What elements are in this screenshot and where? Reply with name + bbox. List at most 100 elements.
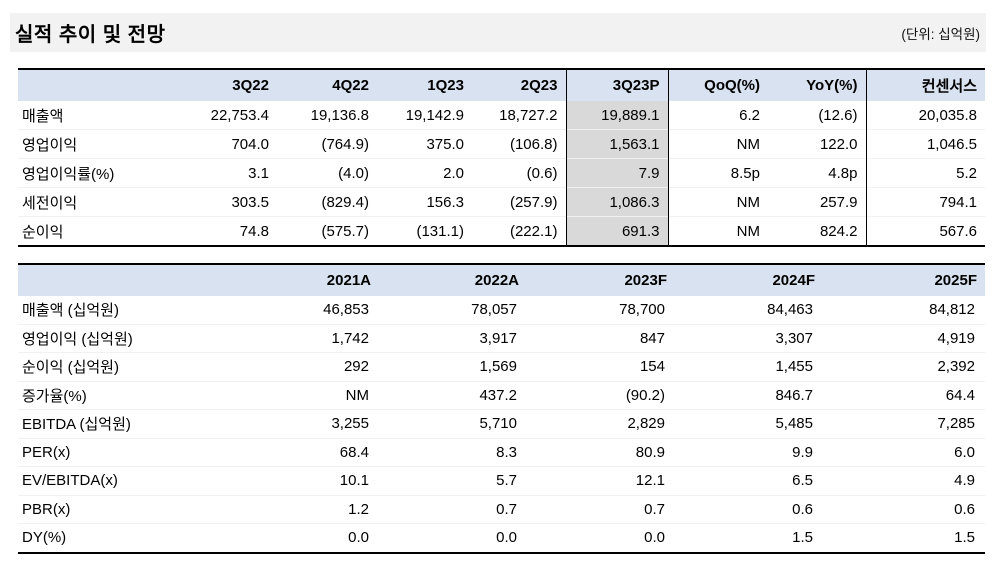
annual-header-row: 2021A 2022A 2023F 2024F 2025F xyxy=(18,264,985,296)
table-cell: 8.3 xyxy=(379,437,527,467)
table-cell: 9.9 xyxy=(675,437,823,467)
table-cell: 0.0 xyxy=(379,523,527,553)
quarterly-header-row: 3Q22 4Q22 1Q23 2Q23 3Q23P QoQ(%) YoY(%) 컨센서스 xyxy=(18,69,985,101)
column-header: 2022A xyxy=(379,264,527,296)
table-cell: 0.7 xyxy=(379,494,527,524)
table-cell: 6.5 xyxy=(675,466,823,495)
column-header: YoY(%) xyxy=(768,69,866,101)
table-cell: 18,727.2 xyxy=(499,106,558,124)
table-cell: 5.2 xyxy=(865,158,985,188)
table-cell: 437.2 xyxy=(379,380,527,410)
row-label: DY(%) xyxy=(18,523,225,553)
table-cell: 794.1 xyxy=(865,187,985,217)
corner-cell xyxy=(18,264,225,296)
column-header: 컨센서스 xyxy=(865,69,985,101)
table-cell: 1,455 xyxy=(675,352,823,381)
table-cell: 7.9 xyxy=(565,158,668,188)
table-row: DY(%) 0.0 0.0 0.0 1.5 1.5 xyxy=(18,523,985,553)
table-cell: 154 xyxy=(527,352,675,381)
table-cell: 8.5p xyxy=(667,158,768,188)
table-cell: (829.4) xyxy=(277,187,377,217)
table-cell: 1,742 xyxy=(225,323,379,353)
table-cell: 6.2 xyxy=(667,101,768,130)
corner-cell xyxy=(18,69,168,101)
table-cell: (222.1) xyxy=(472,216,566,246)
table-cell: NM xyxy=(667,187,768,217)
table-row: EV/EBITDA(x) 10.1 5.7 12.1 6.5 4.9 xyxy=(18,466,985,495)
table-cell: 6.0 xyxy=(823,437,985,467)
table-cell: 84,812 xyxy=(929,301,975,319)
row-label: EBITDA (십억원) xyxy=(18,409,225,438)
column-header: 2Q23 xyxy=(472,69,566,101)
table-cell: 1,563.1 xyxy=(565,129,668,159)
table-cell: 303.5 xyxy=(168,187,277,217)
table-cell: 567.6 xyxy=(865,216,985,246)
column-header: QoQ(%) xyxy=(667,69,768,101)
table-cell: 2.0 xyxy=(377,158,472,188)
table-cell: 3,307 xyxy=(675,323,823,353)
table-cell: 2,392 xyxy=(823,352,985,381)
table-cell: 3,917 xyxy=(379,323,527,353)
column-header: 2024F xyxy=(675,264,823,296)
table-cell: 78,700 xyxy=(619,301,665,319)
column-header: 2021A xyxy=(225,264,379,296)
table-row: 영업이익 (십억원) 1,742 3,917 847 3,307 4,919 xyxy=(18,323,985,353)
table-cell: 5,485 xyxy=(675,409,823,438)
table-cell: 1.2 xyxy=(225,494,379,524)
table-cell: 5.7 xyxy=(379,466,527,495)
table-cell: 22,753.4 xyxy=(210,106,269,124)
table-row: 세전이익 303.5 (829.4) 156.3 (257.9) 1,086.3 NM 257… xyxy=(18,187,985,217)
table-cell: 74.8 xyxy=(168,216,277,246)
table-cell: (12.6) xyxy=(818,106,858,124)
row-label: 매출액 xyxy=(22,107,64,125)
table-cell: 46,853 xyxy=(323,301,369,319)
column-header: 2025F xyxy=(823,264,985,296)
table-cell: (4.0) xyxy=(277,158,377,188)
page-title: 실적 추이 및 전망 xyxy=(15,24,166,46)
table-row: PBR(x) 1.2 0.7 0.7 0.6 0.6 xyxy=(18,494,985,524)
table-cell: 1,086.3 xyxy=(565,187,668,217)
column-header: 4Q22 xyxy=(277,69,377,101)
table-cell: 156.3 xyxy=(377,187,472,217)
table-cell: 19,142.9 xyxy=(405,106,464,124)
table-cell: (90.2) xyxy=(527,380,675,410)
table-cell: 2,829 xyxy=(527,409,675,438)
table-row: EBITDA (십억원) 3,255 5,710 2,829 5,485 7,285 xyxy=(18,409,985,438)
column-header: 2023F xyxy=(527,264,675,296)
table-cell: 846.7 xyxy=(675,380,823,410)
table-cell: (764.9) xyxy=(277,129,377,159)
table-row: PER(x) 68.4 8.3 80.9 9.9 6.0 xyxy=(18,437,985,467)
table-cell: 84,463 xyxy=(767,301,813,319)
column-header: 3Q22 xyxy=(168,69,277,101)
table-cell: 375.0 xyxy=(377,129,472,159)
unit-note: (단위: 십억원) xyxy=(901,26,980,42)
table-cell: 68.4 xyxy=(225,437,379,467)
row-label: 세전이익 xyxy=(18,187,168,217)
table-cell: 3,255 xyxy=(225,409,379,438)
table-cell: 4.9 xyxy=(823,466,985,495)
row-label: EV/EBITDA(x) xyxy=(18,466,225,495)
table-cell: 122.0 xyxy=(768,129,866,159)
table-cell: (0.6) xyxy=(472,158,566,188)
table-cell: 4,919 xyxy=(823,323,985,353)
row-label: 순이익 xyxy=(18,216,168,246)
table-cell: 4.8p xyxy=(768,158,866,188)
table-cell: 1,046.5 xyxy=(865,129,985,159)
row-label: 증가율(%) xyxy=(18,380,225,410)
table-cell: 0.0 xyxy=(527,523,675,553)
row-label: 영업이익 xyxy=(18,129,168,159)
table-cell: (131.1) xyxy=(377,216,472,246)
table-cell: 1,569 xyxy=(379,352,527,381)
table-cell: 64.4 xyxy=(823,380,985,410)
table-row: 순이익 (십억원) 292 1,569 154 1,455 2,392 xyxy=(18,352,985,381)
table-row: 매출액 (십억원) 46,853 78,057 78,700 84,463 84,812 xyxy=(18,296,985,324)
table-cell: (257.9) xyxy=(472,187,566,217)
table-cell: 12.1 xyxy=(527,466,675,495)
table-cell: (106.8) xyxy=(472,129,566,159)
quarterly-results-table: 3Q22 4Q22 1Q23 2Q23 3Q23P QoQ(%) YoY(%) 컨센서스 매출… xyxy=(18,68,985,247)
table-row: 증가율(%) NM 437.2 (90.2) 846.7 64.4 xyxy=(18,380,985,410)
table-row: 매출액 22,753.4 19,136.8 19,142.9 18,727.2 19,88… xyxy=(18,101,985,130)
table-cell: 691.3 xyxy=(565,216,668,246)
table-cell: NM xyxy=(225,380,379,410)
